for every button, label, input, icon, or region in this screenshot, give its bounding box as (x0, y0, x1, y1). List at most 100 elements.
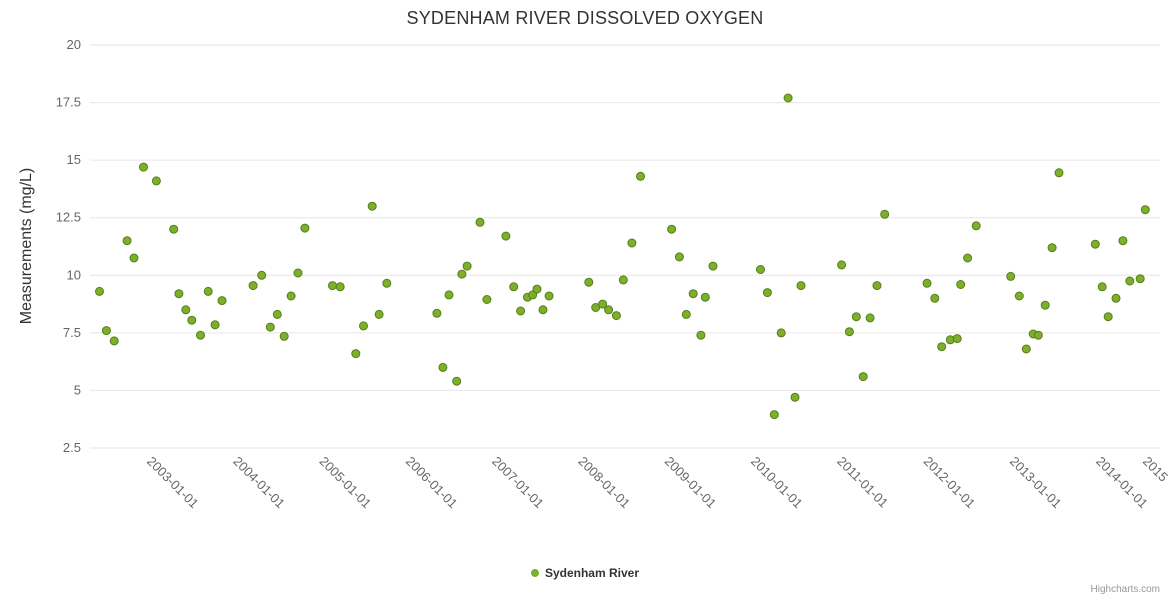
data-point[interactable] (1040, 300, 1050, 310)
data-point[interactable] (272, 309, 282, 319)
data-point[interactable] (756, 265, 765, 274)
data-point[interactable] (790, 392, 800, 402)
data-point[interactable] (532, 284, 542, 294)
data-point[interactable] (367, 201, 377, 211)
data-point[interactable] (700, 292, 710, 302)
data-point[interactable] (963, 253, 973, 263)
data-point[interactable] (1090, 239, 1100, 249)
data-point[interactable] (293, 268, 303, 278)
data-point[interactable] (618, 275, 628, 285)
x-tick-label: 2007-01-01 (489, 454, 547, 512)
data-point[interactable] (1125, 276, 1135, 286)
data-point[interactable] (248, 281, 258, 291)
data-point[interactable] (351, 349, 361, 359)
data-point[interactable] (776, 328, 786, 338)
data-point[interactable] (971, 221, 981, 231)
data-point[interactable] (837, 260, 847, 270)
data-point[interactable] (1111, 293, 1121, 303)
data-point[interactable] (335, 282, 345, 292)
data-point[interactable] (196, 330, 205, 340)
data-point[interactable] (101, 326, 111, 336)
data-point[interactable] (122, 236, 132, 246)
data-point[interactable] (1097, 282, 1107, 292)
highcharts-credit-link[interactable]: Highcharts.com (1090, 584, 1160, 595)
data-point[interactable] (203, 286, 213, 296)
data-point[interactable] (265, 322, 275, 332)
data-point[interactable] (708, 261, 718, 271)
data-point[interactable] (432, 308, 442, 318)
data-point[interactable] (674, 252, 684, 262)
data-point[interactable] (937, 342, 947, 352)
data-point[interactable] (279, 331, 289, 341)
data-point[interactable] (688, 289, 698, 299)
data-point[interactable] (1118, 236, 1128, 246)
data-point[interactable] (1103, 312, 1113, 322)
data-point[interactable] (462, 261, 472, 271)
data-point[interactable] (187, 315, 197, 325)
data-point[interactable] (217, 296, 227, 306)
data-point[interactable] (516, 306, 526, 316)
data-point[interactable] (598, 299, 608, 309)
data-point[interactable] (109, 336, 119, 346)
data-point[interactable] (286, 291, 296, 301)
legend-marker-icon (530, 569, 539, 577)
data-point[interactable] (1014, 291, 1024, 301)
data-point[interactable] (851, 312, 861, 322)
data-point[interactable] (922, 278, 932, 288)
data-point[interactable] (858, 372, 868, 382)
data-point[interactable] (457, 269, 467, 279)
data-point[interactable] (762, 288, 772, 298)
data-point[interactable] (438, 362, 448, 372)
data-point[interactable] (952, 334, 962, 344)
data-point[interactable] (1047, 243, 1057, 253)
data-point[interactable] (627, 238, 637, 248)
data-point[interactable] (844, 327, 854, 337)
data-point[interactable] (783, 93, 793, 103)
data-point[interactable] (328, 281, 337, 291)
data-point[interactable] (604, 305, 614, 315)
data-point[interactable] (930, 293, 940, 303)
data-point[interactable] (544, 291, 554, 301)
data-point[interactable] (359, 321, 368, 331)
data-point[interactable] (1021, 344, 1031, 354)
data-point[interactable] (181, 305, 191, 315)
data-point[interactable] (482, 295, 492, 304)
data-point[interactable] (210, 320, 220, 330)
data-point[interactable] (174, 289, 184, 299)
data-point[interactable] (257, 270, 267, 280)
data-point[interactable] (667, 224, 677, 234)
data-point[interactable] (374, 309, 384, 319)
data-point[interactable] (1054, 168, 1064, 178)
data-point[interactable] (956, 280, 966, 289)
data-point[interactable] (452, 376, 462, 386)
data-point[interactable] (444, 290, 454, 300)
y-tick-label: 17.5 (56, 95, 81, 110)
data-point[interactable] (129, 253, 139, 263)
data-point[interactable] (796, 281, 806, 291)
legend-item-sydenham-river[interactable]: Sydenham River (0, 566, 1170, 580)
data-point[interactable] (636, 171, 645, 181)
y-tick-label: 15 (67, 152, 81, 167)
data-point[interactable] (501, 231, 511, 241)
data-point[interactable] (584, 277, 594, 287)
data-point[interactable] (538, 305, 548, 315)
data-point[interactable] (1140, 205, 1150, 215)
data-point[interactable] (769, 410, 779, 420)
data-point[interactable] (611, 311, 621, 321)
data-point[interactable] (1033, 330, 1043, 340)
data-point[interactable] (300, 223, 310, 233)
data-point[interactable] (865, 313, 875, 323)
data-point[interactable] (880, 209, 890, 219)
data-point[interactable] (681, 309, 691, 319)
data-point[interactable] (1006, 271, 1016, 281)
data-point[interactable] (95, 286, 104, 296)
data-point[interactable] (169, 224, 179, 234)
data-point[interactable] (475, 217, 485, 227)
data-point[interactable] (382, 278, 392, 288)
data-point[interactable] (139, 162, 148, 172)
data-point[interactable] (1135, 274, 1145, 284)
data-point[interactable] (872, 281, 882, 291)
data-point[interactable] (696, 330, 706, 340)
data-point[interactable] (151, 176, 161, 186)
data-point[interactable] (509, 282, 519, 292)
